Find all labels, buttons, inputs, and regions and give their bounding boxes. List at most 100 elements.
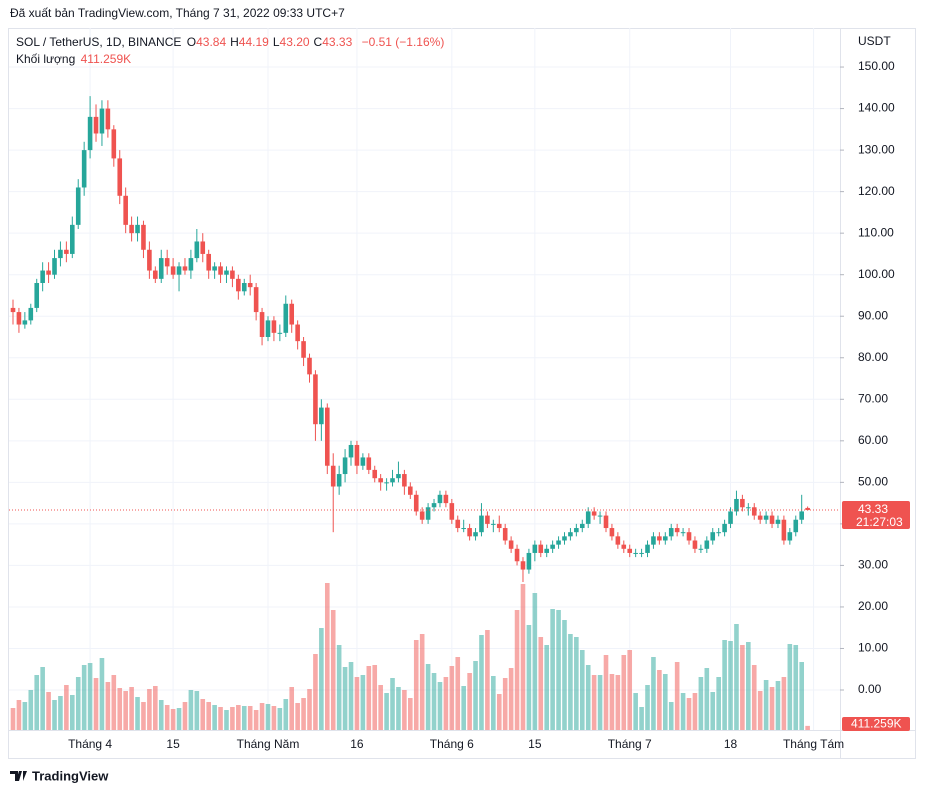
candle-body <box>491 523 496 525</box>
candle-body <box>313 374 318 425</box>
y-tick-label: 60.00 <box>858 433 888 447</box>
candle-body <box>704 540 710 549</box>
y-tick-label: 150.00 <box>858 59 895 73</box>
volume-bar <box>508 668 514 730</box>
volume-bar <box>639 707 644 730</box>
volume-bar <box>674 662 680 730</box>
y-tick-label: 30.00 <box>858 558 888 572</box>
volume-bar <box>336 645 342 730</box>
volume-bar <box>200 699 206 730</box>
grid <box>9 28 840 730</box>
volume-bar <box>218 707 223 730</box>
volume-bar <box>87 663 93 730</box>
volume-bar <box>64 685 69 730</box>
candle-body <box>668 528 674 537</box>
volume-bar <box>40 667 45 730</box>
candle-body <box>366 457 372 470</box>
volume-bar <box>746 642 751 730</box>
volume-bar <box>520 584 526 730</box>
volume-title: Khối lượng <box>16 52 76 66</box>
volume-bar <box>568 634 573 730</box>
volume-bar <box>307 689 312 730</box>
volume-bar <box>722 640 727 730</box>
candle-body <box>93 116 99 134</box>
ohlc-key: L <box>272 35 280 49</box>
ohlc: O43.84 H44.19 L43.20 C43.33 <box>187 35 357 49</box>
volume-bar <box>781 677 787 730</box>
volume-bar <box>419 634 425 730</box>
candle-body <box>147 249 152 271</box>
volume-bar <box>111 675 117 730</box>
volume-bar <box>651 657 656 730</box>
volume-bar <box>769 687 775 730</box>
volume-bar <box>313 654 318 730</box>
candle-body <box>283 303 289 333</box>
candle-body <box>751 507 757 516</box>
candle-body <box>455 519 461 529</box>
brand: TradingView <box>32 768 109 783</box>
volume-bar <box>491 676 496 730</box>
volume-bar <box>740 645 745 730</box>
candle-body <box>502 528 508 541</box>
candle-body <box>206 253 211 271</box>
volume-bar <box>526 625 532 730</box>
volume-bar <box>502 678 508 730</box>
countdown-label: 21:27:03 <box>856 515 903 529</box>
y-tick-label: 0.00 <box>858 682 882 696</box>
candle-body <box>241 283 247 292</box>
candle-body <box>52 258 57 275</box>
volume-bar <box>342 667 348 730</box>
candle-body <box>603 515 609 529</box>
candle-body <box>176 266 182 275</box>
volume-bar <box>704 668 710 730</box>
volume-bar <box>70 695 75 730</box>
candle-body <box>170 266 176 275</box>
y-tick-label: 90.00 <box>858 308 888 322</box>
volume-bar <box>609 674 615 730</box>
volume-bar <box>81 665 87 730</box>
candle-body <box>680 532 686 534</box>
volume-bar <box>141 702 146 730</box>
candle-body <box>645 544 650 553</box>
volume-bar <box>668 702 674 730</box>
published-note: Đã xuất bản TradingView.com, Tháng 7 31,… <box>10 6 345 20</box>
candle-body <box>722 523 727 533</box>
volume-bar <box>615 675 621 730</box>
volume-bar <box>390 678 395 730</box>
candle-body <box>579 523 585 529</box>
volume-bar <box>153 686 158 730</box>
y-tick-label: 130.00 <box>858 142 895 156</box>
ohlc-value: 44.19 <box>238 35 269 49</box>
y-tick-label: 110.00 <box>858 225 894 239</box>
volume-bar <box>461 686 466 730</box>
volume-bar <box>247 706 253 730</box>
volume-bar <box>787 644 793 730</box>
candle-body <box>46 270 51 275</box>
volume-bar <box>360 675 366 730</box>
y-tick-label: 10.00 <box>858 641 888 655</box>
volume-bar <box>728 641 733 730</box>
candle-body <box>437 494 443 504</box>
y-tick-label: 100.00 <box>858 267 895 281</box>
volume-bar <box>170 709 176 730</box>
x-tick-label: 15 <box>166 737 180 751</box>
volume-bar <box>757 691 763 730</box>
volume-bar <box>585 665 591 730</box>
candle-body <box>746 507 751 509</box>
volume-bar <box>10 708 16 730</box>
candle-body <box>716 532 721 534</box>
candle-body <box>58 249 63 259</box>
volume-label-box <box>842 717 910 731</box>
candle-body <box>562 536 567 541</box>
candle-body <box>105 108 111 130</box>
volume-bar <box>467 673 472 730</box>
candle-body <box>763 515 769 520</box>
volume-bar <box>224 710 229 730</box>
candle-body <box>686 532 692 541</box>
candle-body <box>467 528 472 537</box>
candle-body <box>657 536 662 541</box>
volume-bar <box>283 699 289 730</box>
candle-body <box>568 532 573 537</box>
volume-bar <box>277 708 283 730</box>
volume-bar <box>402 690 407 730</box>
